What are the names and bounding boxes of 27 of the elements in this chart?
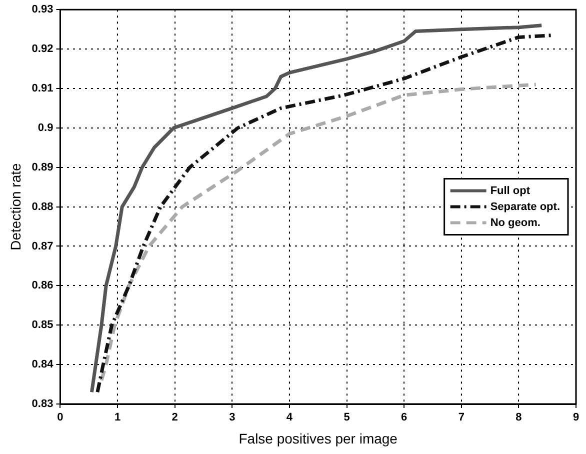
y-tick-label: 0.84 [32, 358, 54, 371]
x-tick-label: 5 [344, 412, 350, 424]
y-tick-label: 0.9 [38, 122, 54, 134]
x-axis-title: False positives per image [238, 430, 398, 446]
legend-label: Full opt [490, 184, 530, 197]
y-tick-label: 0.83 [32, 398, 54, 410]
y-tick-label: 0.88 [32, 200, 54, 213]
x-tick-label: 2 [172, 412, 178, 424]
y-tick-label: 0.92 [32, 43, 54, 56]
x-tick-label: 9 [572, 412, 580, 424]
line-series [100, 82, 538, 382]
y-tick-label: 0.89 [32, 161, 54, 174]
y-tick-label: 0.87 [32, 240, 54, 252]
x-tick-label: 4 [286, 412, 294, 424]
y-tick-label: 0.93 [32, 4, 54, 16]
y-tick-label: 0.85 [32, 319, 54, 332]
legend-label: No geom. [490, 216, 540, 229]
x-tick-label: 3 [229, 412, 236, 424]
x-tick-label: 6 [401, 412, 408, 424]
legend-label: Separate opt. [490, 200, 560, 213]
y-tick-label: 0.91 [32, 82, 54, 95]
x-tick-label: 8 [516, 412, 522, 424]
y-tick-label: 0.86 [32, 280, 54, 292]
x-tick-label: 0 [57, 412, 64, 424]
y-axis-title: Detection rate [7, 163, 24, 250]
x-tick-label: 1 [114, 412, 121, 424]
x-tick-label: 7 [458, 412, 464, 424]
